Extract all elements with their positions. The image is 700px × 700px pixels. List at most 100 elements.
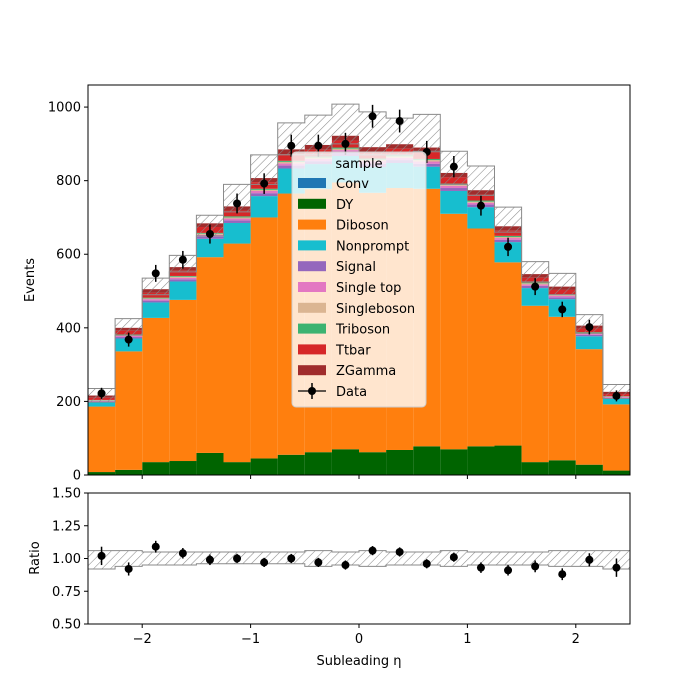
bar-single-top — [548, 295, 576, 298]
data-point — [449, 162, 458, 171]
bar-dy — [169, 461, 197, 475]
bar-ttbar — [169, 270, 197, 276]
ratio-uncertainty-bin — [521, 551, 549, 566]
data-point — [151, 269, 160, 278]
bar-diboson — [250, 217, 278, 459]
ratio-point — [585, 555, 594, 564]
ratio-y-tick-label: 1.50 — [52, 487, 81, 502]
data-point — [341, 139, 350, 148]
bar-signal — [575, 334, 603, 337]
uncertainty-bin — [467, 165, 495, 196]
legend-title: sample — [335, 157, 382, 172]
ratio-band-lower-edge — [88, 563, 630, 570]
legend-label: Singleboson — [336, 302, 415, 317]
legend-label: DY — [336, 198, 353, 213]
legend-swatch-single-top — [298, 282, 326, 292]
ratio-x-ticks: −2 −1 0 1 2 — [133, 624, 580, 647]
bar-dy — [413, 446, 441, 475]
legend-entries: Conv DY Diboson Nonprompt Signal Single top Si… — [298, 177, 415, 400]
bar-diboson — [494, 262, 522, 446]
ratio-uncertainty-bin — [359, 550, 387, 567]
data-point — [124, 335, 133, 344]
data-point — [612, 391, 621, 400]
bar-nonprompt — [440, 190, 468, 214]
main-y-tick-label: 0 — [73, 469, 81, 484]
data-point — [205, 230, 214, 239]
bar-nonprompt — [196, 238, 224, 258]
bar-singleboson — [169, 276, 197, 278]
bar-nonprompt — [250, 196, 278, 218]
bar-diboson — [142, 317, 170, 463]
bar-nonprompt — [88, 402, 116, 407]
ratio-y-ticks: 0.50 0.75 1.00 1.25 1.50 — [52, 487, 88, 633]
ratio-uncertainty-bin — [331, 551, 359, 566]
legend-data-marker — [308, 387, 316, 395]
bar-ttbar — [494, 230, 522, 236]
uncertainty-bin — [521, 261, 549, 282]
ratio-point — [368, 546, 377, 555]
x-tick-label: −2 — [133, 632, 152, 647]
bar-dy — [386, 449, 414, 475]
data-point — [287, 141, 296, 150]
legend-label: Data — [336, 385, 367, 400]
legend-label: Ttbar — [335, 343, 371, 358]
bar-signal — [250, 193, 278, 197]
bar-ttbar — [277, 154, 305, 161]
uncertainty-lower-edge — [88, 143, 630, 403]
ratio-point — [558, 570, 567, 579]
bar-dy — [494, 445, 522, 475]
bar-single-top — [142, 299, 170, 301]
ratio-point — [476, 563, 485, 572]
legend-swatch-singleboson — [298, 302, 326, 313]
legend-swatch-signal — [298, 261, 326, 272]
ratio-point — [395, 547, 404, 556]
legend-swatch-nonprompt — [298, 240, 326, 251]
bar-ttbar — [223, 210, 251, 217]
bar-singleboson — [440, 184, 468, 186]
ratio-point — [260, 558, 269, 567]
ratio-uncertainty-bin — [467, 551, 495, 566]
bar-triboson — [142, 297, 170, 299]
legend-label: Diboson — [336, 219, 389, 234]
main-y-tick-label: 200 — [56, 395, 81, 410]
bar-diboson — [575, 349, 603, 465]
bar-dy — [602, 470, 630, 475]
bar-signal — [440, 188, 468, 191]
legend-swatch-triboson — [298, 323, 326, 334]
bar-diboson — [467, 228, 495, 447]
legend-label: ZGamma — [336, 364, 396, 379]
main-x-ticks — [141, 475, 577, 479]
bar-signal — [413, 163, 441, 167]
ratio-uncertainty-bin — [413, 551, 441, 566]
legend-label: Single top — [336, 281, 401, 296]
ratio-y-tick-label: 1.25 — [52, 519, 81, 534]
data-point — [476, 201, 485, 210]
ratio-point — [97, 551, 106, 560]
bar-diboson — [88, 406, 116, 473]
bar-singleboson — [277, 161, 305, 164]
ratio-point — [287, 554, 296, 563]
bar-dy — [142, 462, 170, 475]
legend-swatch-diboson — [298, 219, 326, 230]
ratio-y-tick-label: 1.00 — [52, 552, 81, 567]
bar-dy — [440, 449, 468, 475]
legend-swatch-zgamma — [298, 365, 326, 376]
data-point — [233, 199, 242, 208]
main-y-ticks: 0 200 400 600 800 1000 — [48, 101, 88, 484]
main-y-tick-label: 600 — [56, 248, 81, 263]
ratio-point — [612, 563, 621, 572]
bar-dy — [223, 462, 251, 475]
bar-dy — [521, 462, 549, 475]
ratio-point — [449, 553, 458, 562]
ratio-point — [124, 564, 133, 573]
x-tick-label: 1 — [463, 632, 471, 647]
main-y-tick-label: 400 — [56, 321, 81, 336]
legend-label: Triboson — [335, 323, 390, 338]
bar-diboson — [169, 299, 197, 462]
ratio-y-tick-label: 0.75 — [52, 585, 81, 600]
legend: sample Conv DY Diboson Nonprompt Signal Singl… — [291, 151, 427, 408]
ratio-y-axis-label: Ratio — [28, 541, 43, 574]
bar-singleboson — [142, 298, 170, 300]
bar-singleboson — [223, 217, 251, 219]
